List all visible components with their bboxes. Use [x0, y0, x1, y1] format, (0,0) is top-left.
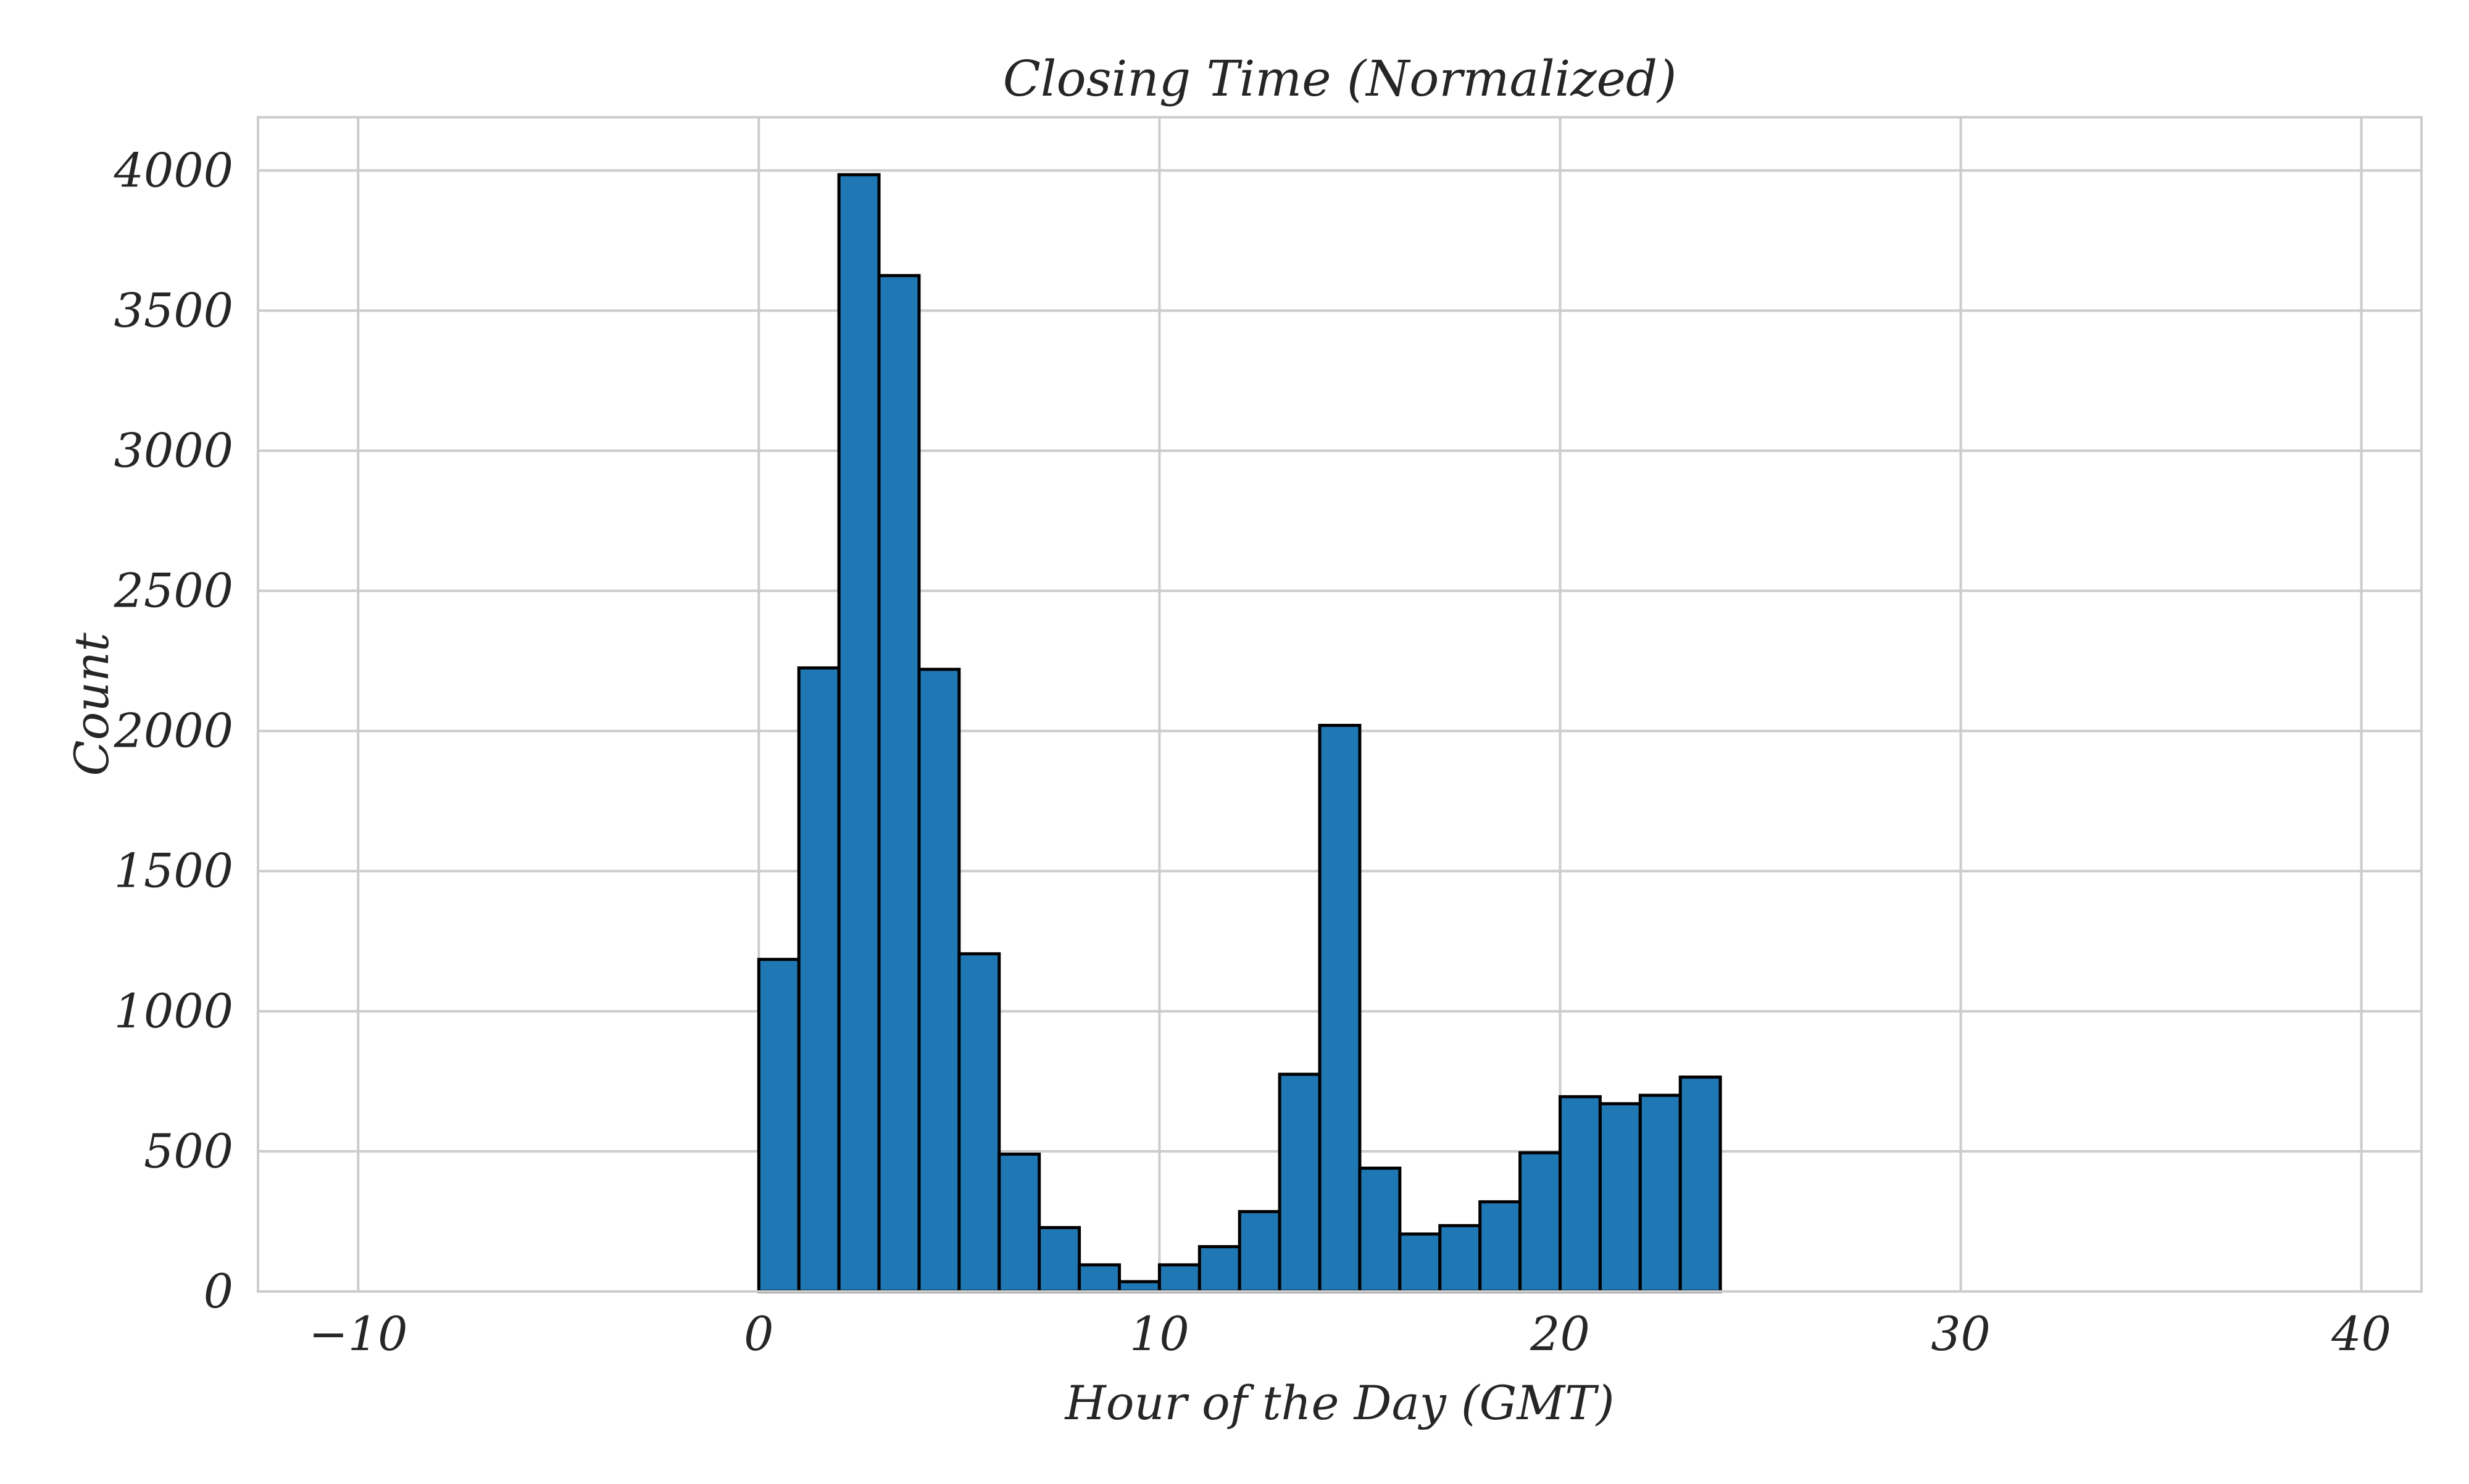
histogram-bar — [1438, 1224, 1482, 1293]
y-tick-label: 1000 — [114, 984, 233, 1038]
x-tick-label: −10 — [309, 1306, 407, 1361]
histogram-bar — [1038, 1225, 1081, 1293]
y-tick-label: 3000 — [114, 423, 233, 478]
x-tick-label: 0 — [744, 1306, 773, 1361]
histogram-bar — [1558, 1095, 1602, 1293]
plot-frame — [257, 116, 2423, 1293]
x-tick-labels: −10 0 10 20 30 40 — [309, 1306, 2391, 1361]
histogram-bar — [877, 274, 921, 1293]
x-tick-label: 40 — [2331, 1306, 2391, 1361]
y-tick-label: 2500 — [114, 563, 233, 618]
y-axis-label: Count — [64, 632, 119, 776]
y-tick-label: 500 — [144, 1124, 233, 1179]
histogram-bar — [1358, 1166, 1402, 1293]
histogram-bar — [1678, 1076, 1722, 1293]
x-tick-label: 20 — [1530, 1306, 1590, 1361]
histogram-bar — [1598, 1102, 1642, 1293]
histogram-bar — [1478, 1200, 1522, 1293]
x-tick-label: 30 — [1931, 1306, 1991, 1361]
histogram-bar — [1398, 1232, 1442, 1293]
y-tick-labels: 0 500 1000 1500 2000 2500 3000 3500 4000 — [114, 143, 233, 1319]
bar-layer — [757, 173, 1722, 1293]
histogram-bar — [837, 173, 881, 1293]
histogram-bar — [1118, 1280, 1161, 1293]
histogram-bar — [1318, 724, 1362, 1293]
histogram-bar — [1078, 1263, 1122, 1293]
chart-title: Closing Time (Normalized) — [1003, 50, 1677, 107]
histogram-bar — [1278, 1072, 1322, 1293]
y-tick-label: 4000 — [114, 143, 233, 197]
histogram-bar — [957, 952, 1001, 1293]
histogram-bar — [997, 1152, 1041, 1293]
grid-layer — [258, 117, 2421, 1293]
histogram-bar — [1518, 1151, 1562, 1293]
histogram-bar — [1197, 1245, 1241, 1293]
x-tick-label: 10 — [1130, 1306, 1189, 1361]
histogram-bar — [917, 668, 961, 1293]
histogram-bar — [1638, 1093, 1682, 1293]
y-tick-label: 0 — [204, 1264, 233, 1319]
histogram-bar — [1157, 1263, 1201, 1293]
histogram-bar — [757, 958, 801, 1293]
y-tick-label: 1500 — [114, 844, 233, 898]
y-tick-label: 2000 — [114, 703, 233, 758]
y-tick-label: 3500 — [114, 283, 233, 338]
x-axis-label: Hour of the Day (GMT) — [1064, 1375, 1615, 1430]
histogram-bar — [1238, 1210, 1281, 1293]
histogram-bar — [797, 666, 841, 1293]
